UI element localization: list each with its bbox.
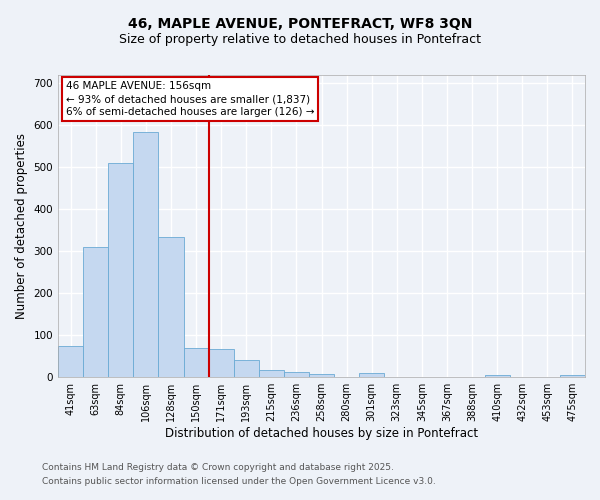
Bar [209,348,233,377]
Bar [184,348,209,377]
Text: Contains public sector information licensed under the Open Government Licence v3: Contains public sector information licen… [42,477,436,486]
Bar [133,132,158,377]
Text: Size of property relative to detached houses in Pontefract: Size of property relative to detached ho… [119,32,481,46]
Text: Contains HM Land Registry data © Crown copyright and database right 2025.: Contains HM Land Registry data © Crown c… [42,464,394,472]
Bar [58,346,83,377]
Y-axis label: Number of detached properties: Number of detached properties [15,133,28,319]
Bar [158,236,184,377]
Text: 46 MAPLE AVENUE: 156sqm
← 93% of detached houses are smaller (1,837)
6% of semi-: 46 MAPLE AVENUE: 156sqm ← 93% of detache… [66,81,314,118]
Bar [309,374,334,377]
Bar [83,247,108,377]
Text: 46, MAPLE AVENUE, PONTEFRACT, WF8 3QN: 46, MAPLE AVENUE, PONTEFRACT, WF8 3QN [128,18,472,32]
Bar [259,370,284,377]
Bar [108,163,133,377]
Bar [233,360,259,377]
Bar [485,375,510,377]
Bar [560,375,585,377]
Bar [284,372,309,377]
X-axis label: Distribution of detached houses by size in Pontefract: Distribution of detached houses by size … [165,427,478,440]
Bar [359,373,384,377]
